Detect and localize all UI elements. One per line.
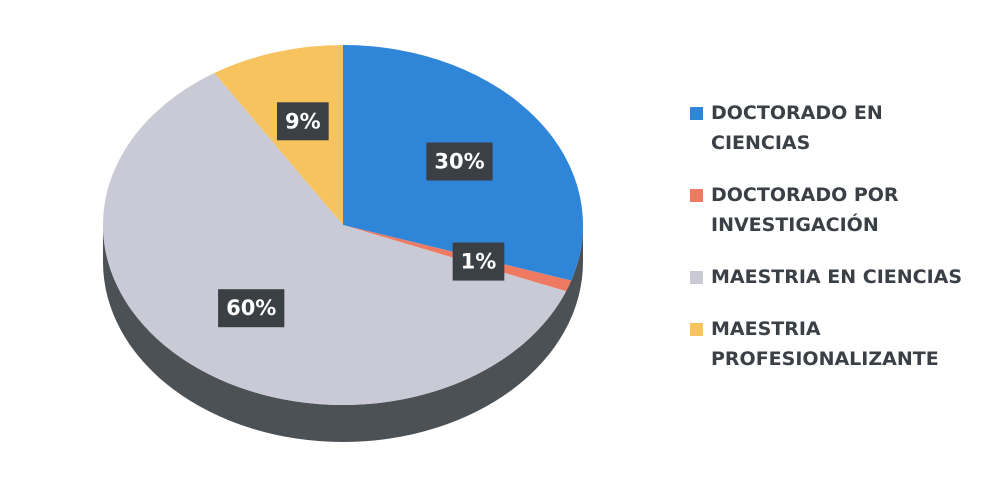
data-label: 30%	[434, 150, 484, 174]
legend: DOCTORADO EN CIENCIAS DOCTORADO POR INVES…	[690, 98, 990, 396]
legend-label: DOCTORADO EN CIENCIAS	[711, 102, 883, 154]
data-label: 60%	[226, 296, 276, 320]
labels: 30% 1% 60% 9%	[218, 102, 505, 328]
legend-swatch	[690, 189, 703, 202]
legend-swatch	[690, 271, 703, 284]
legend-swatch	[690, 107, 703, 120]
data-label: 9%	[285, 109, 321, 133]
data-label-box	[276, 102, 329, 141]
legend-item: MAESTRIA PROFESIONALIZANTE	[690, 314, 990, 374]
legend-label: MAESTRIA PROFESIONALIZANTE	[711, 318, 939, 370]
legend-label: DOCTORADO POR INVESTIGACIÓN	[711, 184, 899, 236]
pie-side	[103, 225, 583, 442]
data-label-box	[426, 142, 493, 181]
legend-swatch	[690, 323, 703, 336]
data-label: 1%	[461, 250, 497, 274]
data-label-box	[218, 289, 285, 328]
data-label-box	[452, 242, 505, 281]
legend-item: DOCTORADO EN CIENCIAS	[690, 98, 990, 158]
pie-area: 30% 1% 60% 9%	[102, 45, 583, 442]
legend-label: MAESTRIA EN CIENCIAS	[711, 266, 963, 288]
slices	[102, 45, 583, 406]
legend-item: DOCTORADO POR INVESTIGACIÓN	[690, 180, 990, 240]
legend-item: MAESTRIA EN CIENCIAS	[690, 262, 990, 292]
